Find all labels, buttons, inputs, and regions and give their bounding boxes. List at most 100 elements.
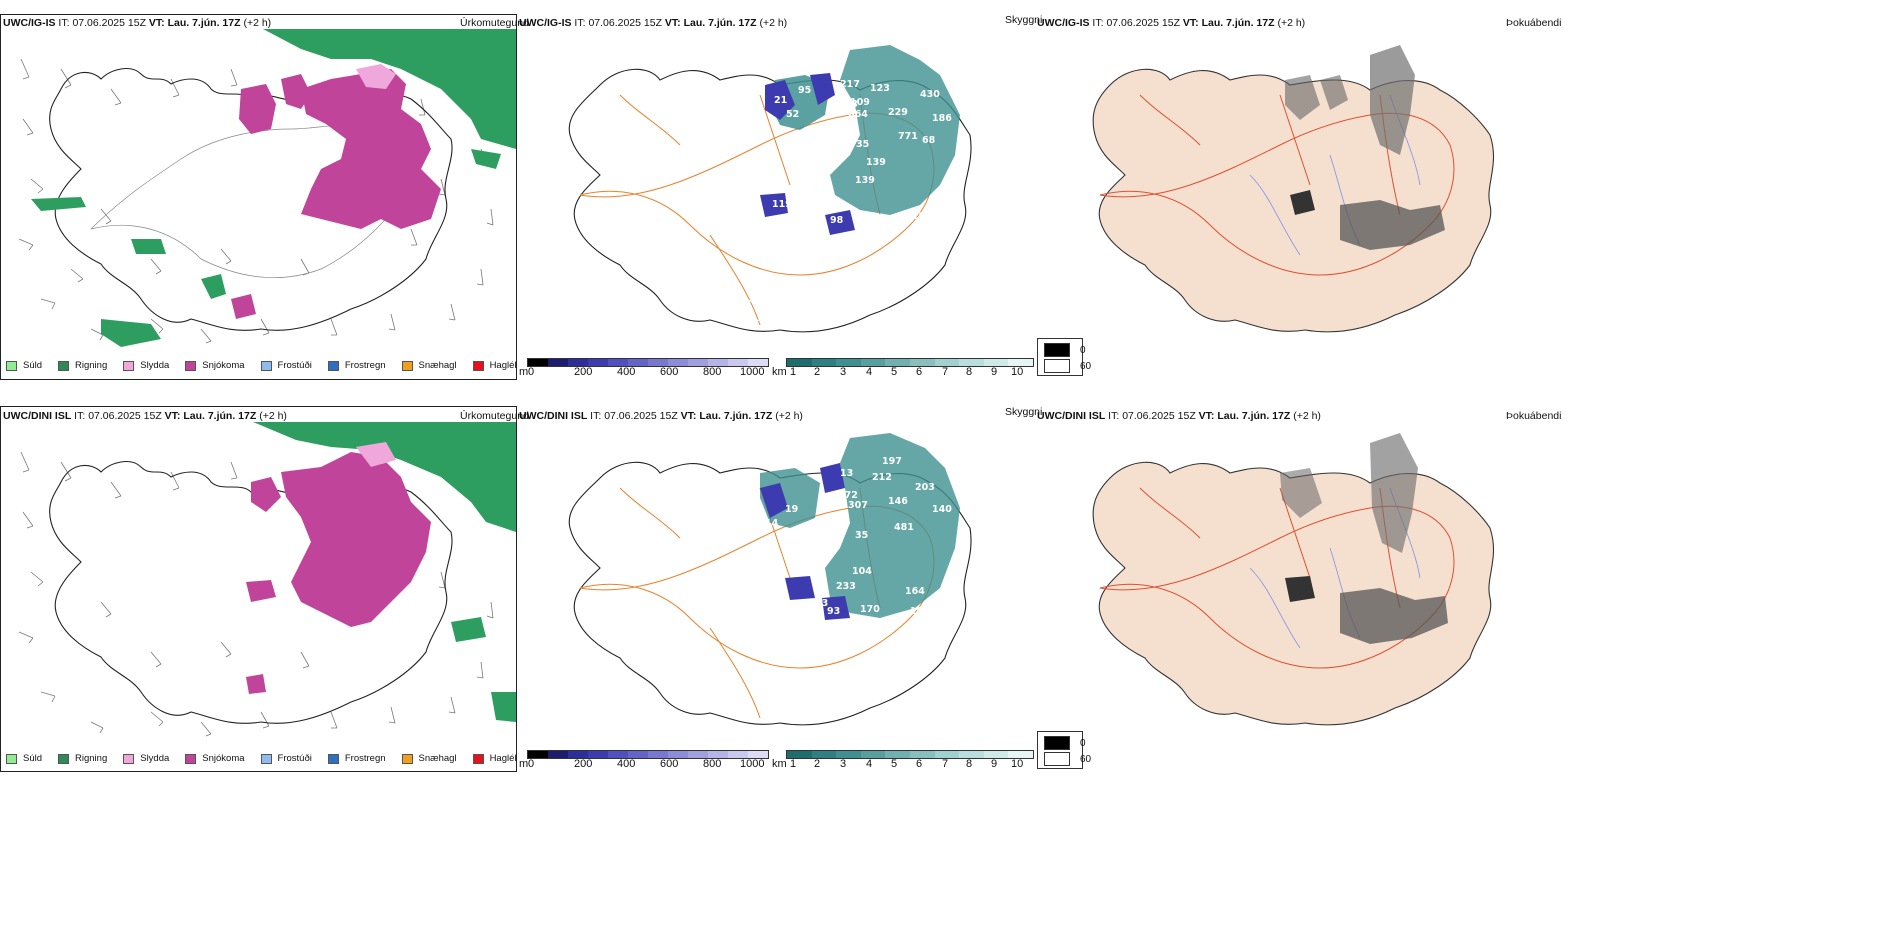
ceiling-tick: 800 [703,366,722,378]
legend-item: Slydda [123,753,169,764]
lead-time: (+2 h) [259,410,287,422]
cloud-map: 13 197 212 203 272 307 146 140 481 14 19… [568,433,972,726]
fog-map [1092,45,1495,333]
value-label: 146 [888,496,908,507]
legend-item: Snæhagl [401,360,457,371]
precip-type-title: UWC/DINI ISL IT: 07.06.2025 15Z VT: Lau.… [3,410,287,422]
cloud-title: UWC/DINI ISL IT: 07.06.2025 15Z VT: Lau.… [519,410,803,422]
legend-item: Súld [6,360,42,371]
precip-value-labels: 217 123 430 95 21 52 109 153 664 229 186… [746,79,952,324]
value-label: 13 [840,468,853,479]
ceiling-tick: 0 [528,758,535,770]
iceland-outline [49,68,453,331]
visibility-tick: 9 [991,758,998,770]
cover-legend: 0 60 [1037,731,1091,769]
rain-area [263,29,516,149]
visibility-tick: 3 [840,758,847,770]
visibility-tick: 2 [814,758,821,770]
value-label: 68 [922,135,936,146]
ceiling-unit: m [519,758,529,770]
legend-swatch [260,360,272,371]
cover-row: 0 [1044,343,1086,357]
visibility-colorbar [786,358,1034,367]
visibility-tick: 8 [966,366,973,378]
lead-time: (+2 h) [1293,410,1321,422]
value-label: 139 [855,175,875,186]
precip-type-map [18,422,516,737]
value-label: 194 [910,606,930,617]
visibility-tick: 3 [840,366,847,378]
fog-title: UWC/DINI ISL IT: 07.06.2025 15Z VT: Lau.… [1037,410,1321,422]
ceiling-area [765,80,795,120]
valid-time: Lau. 7.jún. 17Z [167,17,241,29]
visibility-tick: 10 [1011,366,1024,378]
fog-label: Þokuábendi [1506,17,1562,29]
cover-row: 60 [1044,752,1091,766]
value-label: 217 [840,79,860,90]
legend-swatch [123,753,135,764]
lead-time: (+2 h) [243,17,272,29]
fog-map [1092,433,1495,726]
value-label: 52 [786,109,799,120]
value-label: 109 [850,97,870,108]
legend-swatch [472,753,484,764]
value-label: 19 [785,504,798,515]
value-label: 331 [760,702,780,713]
value-label: 35 [856,139,869,150]
value-label: 16 [810,534,824,545]
value-label: 307 [848,500,868,511]
ceiling-unit: m [519,366,529,378]
cover-row: 0 [1044,736,1086,750]
ceiling-tick: 400 [617,366,636,378]
init-time: 07.06.2025 15Z [72,17,146,29]
valid-time: Lau. 7.jún. 17Z [1201,17,1275,29]
snow-area [281,452,431,627]
legend-swatch [401,360,413,371]
ceiling-tick: 200 [574,366,593,378]
init-time: 07.06.2025 15Z [1106,17,1180,29]
precip-type-label: Úrkomutegund [460,17,529,29]
precip-type-frame [0,406,517,772]
legend-item: Snjókoma [185,753,245,764]
valid-time: Lau. 7.jún. 17Z [183,410,257,422]
visibility-tick: 5 [891,758,898,770]
visibility-tick: 7 [942,758,949,770]
precip-type-frame [0,14,517,380]
fog-area [1370,433,1418,553]
precip-type-title: UWC/IG-IS IT: 07.06.2025 15Z VT: Lau. 7.… [3,17,272,29]
model-name: UWC/IG-IS [1037,17,1090,29]
legend-swatch [6,360,17,371]
legend-item: Rigning [58,753,107,764]
value-label: 73 [815,598,828,609]
value-label: 123 [870,83,890,94]
legend-item: Frostúði [260,753,312,764]
value-label: 119 [772,199,792,210]
model-name: UWC/IG-IS [519,17,572,29]
iceland-outline [568,68,972,333]
legend-swatch [327,753,339,764]
cloud-label: Skyggni [1005,14,1043,26]
value-label: 21 [774,95,787,106]
valid-time: Lau. 7.jún. 17Z [1217,410,1291,422]
value-label: 186 [932,113,952,124]
iceland-outline [49,461,453,724]
value-label: 209 [912,211,932,222]
legend-swatch [327,360,339,371]
legend-swatch [6,753,17,764]
cloud-title: UWC/IG-IS IT: 07.06.2025 15Z VT: Lau. 7.… [519,17,788,29]
ceiling-tick: 600 [660,366,679,378]
snow-area [301,69,441,229]
value-label: 140 [932,504,952,515]
cover-legend: 0 60 [1037,338,1091,376]
value-label: 104 [852,566,872,577]
legend-item: Haglél [472,753,517,764]
precip-type-map [18,29,516,347]
legend-swatch [58,753,70,764]
init-time: 07.06.2025 15Z [1122,410,1196,422]
init-time: 07.06.2025 15Z [604,410,678,422]
legend-item: Snæhagl [401,753,457,764]
value-label: 212 [872,472,892,483]
legend-item: Frostregn [327,753,386,764]
legend-swatch [260,753,272,764]
visibility-colorbar [786,750,1034,759]
